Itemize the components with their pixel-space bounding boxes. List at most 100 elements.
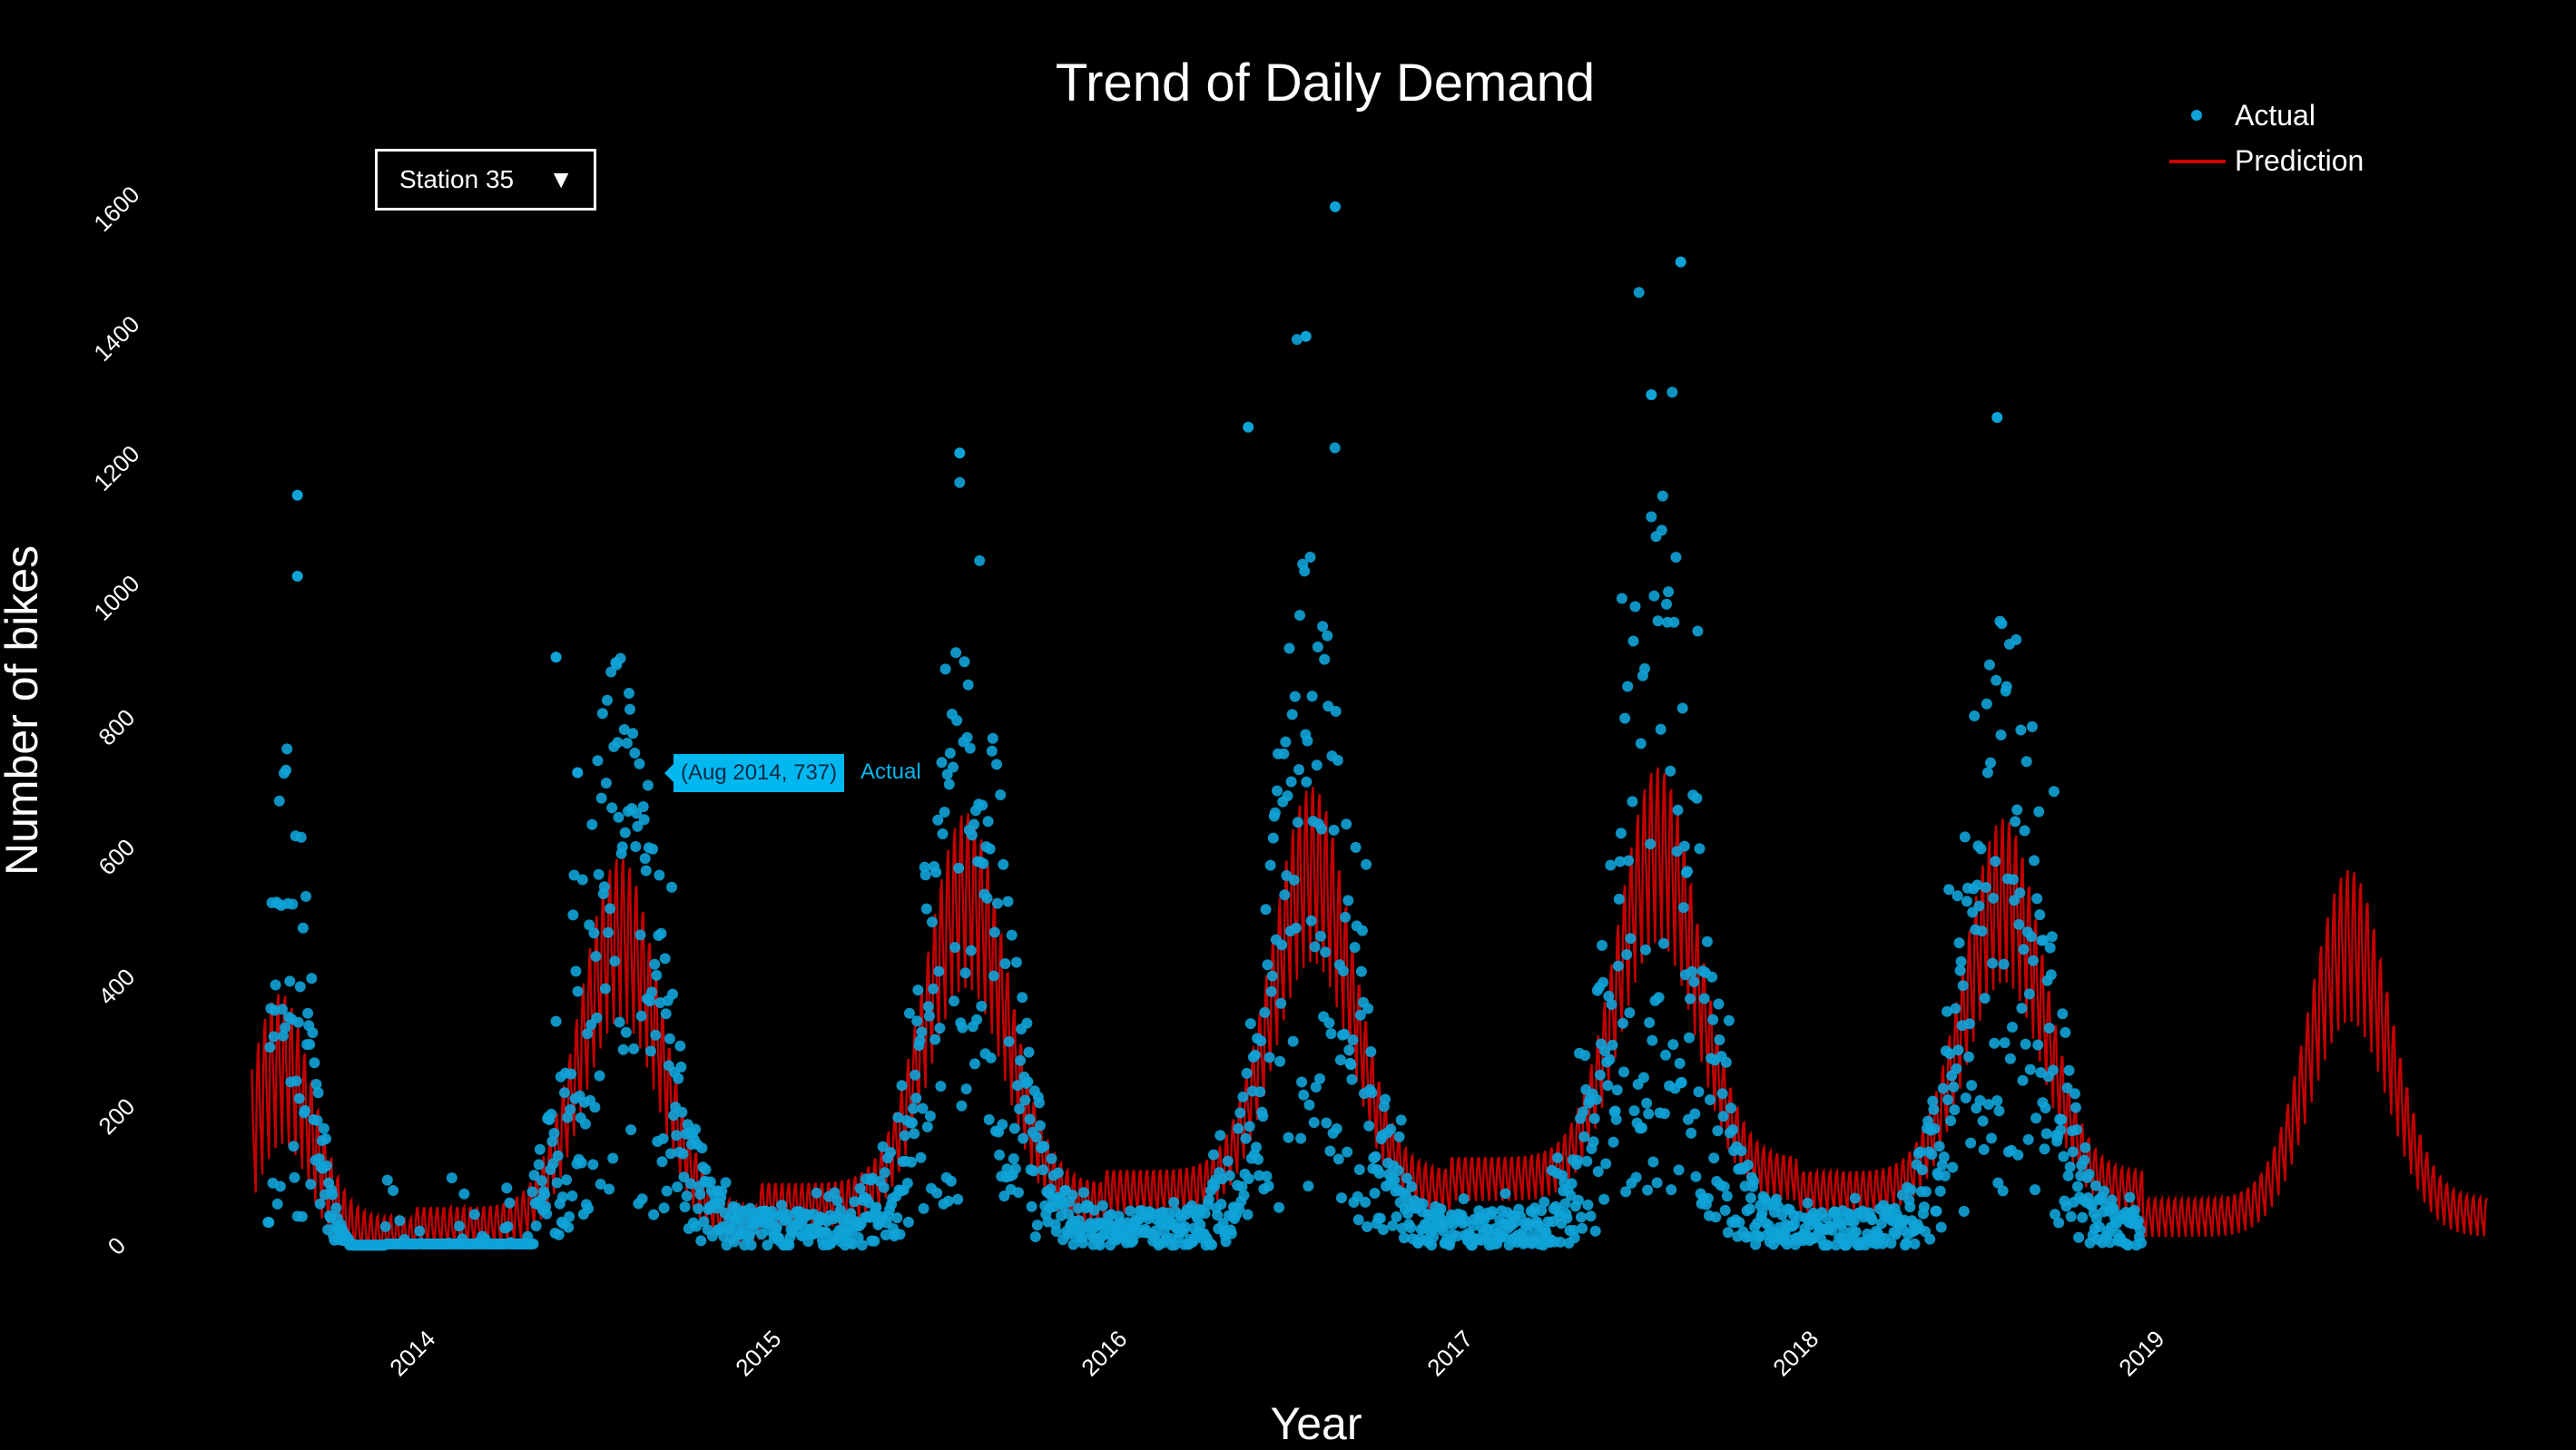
actual-point (1717, 1111, 1729, 1122)
actual-point (1214, 1130, 1226, 1141)
actual-point (2038, 935, 2050, 946)
y-tick-label: 1000 (88, 570, 144, 626)
actual-point (1773, 1200, 1785, 1212)
actual-point (1031, 1220, 1043, 1231)
actual-point (2020, 756, 2032, 768)
actual-point (1960, 1092, 1971, 1103)
actual-point (984, 843, 996, 855)
actual-point (1311, 759, 1322, 771)
actual-point (559, 1087, 570, 1099)
actual-point (1937, 1083, 1949, 1094)
actual-point (1275, 997, 1287, 1009)
actual-point (1552, 1152, 1563, 1163)
actual-point (1332, 754, 1343, 766)
actual-point (292, 1016, 304, 1028)
actual-point (1345, 1059, 1357, 1071)
actual-point (1621, 949, 1633, 960)
actual-point (468, 1209, 480, 1220)
actual-point (1339, 1028, 1351, 1040)
actual-point (1942, 1005, 1952, 1017)
actual-point (1088, 1204, 1100, 1216)
actual-point (854, 1182, 866, 1194)
actual-point (880, 1230, 891, 1240)
actual-point (1943, 884, 1955, 896)
actual-point (628, 1043, 640, 1054)
actual-point (618, 724, 630, 735)
actual-point (937, 828, 949, 839)
legend-item-actual[interactable]: Actual (2169, 93, 2364, 138)
actual-point (454, 1220, 466, 1232)
actual-point (664, 1033, 675, 1044)
actual-point (632, 820, 644, 832)
actual-point (1206, 1239, 1217, 1250)
actual-point (929, 1034, 941, 1045)
actual-point (1957, 980, 1969, 992)
actual-point (2012, 1149, 2024, 1161)
x-tick-label: 2019 (2113, 1325, 2169, 1381)
actual-point (1322, 630, 1333, 642)
actual-point (1034, 1097, 1045, 1109)
actual-point (446, 1172, 457, 1184)
actual-point (1022, 1076, 1034, 1088)
actual-point (1676, 702, 1688, 714)
actual-point (1029, 1231, 1041, 1242)
actual-point (1237, 1091, 1249, 1102)
actual-point (811, 1187, 822, 1199)
actual-point (961, 731, 973, 743)
actual-point (1594, 1069, 1606, 1081)
series-line-prediction (251, 767, 2489, 1246)
actual-point (2043, 1023, 2055, 1034)
actual-point (615, 652, 626, 664)
actual-point (1195, 1219, 1206, 1230)
actual-point (891, 1212, 903, 1224)
actual-point (1712, 1125, 1724, 1137)
actual-point (593, 868, 605, 880)
actual-point (580, 1118, 591, 1130)
actual-point (1982, 1099, 1994, 1111)
chevron-down-icon: ▼ (548, 165, 574, 193)
actual-point (1023, 1046, 1035, 1058)
actual-point (1674, 1057, 1686, 1069)
actual-point (1234, 1107, 1246, 1119)
actual-point (1981, 767, 1993, 779)
actual-point (2001, 681, 2012, 692)
actual-point (1966, 1080, 1978, 1092)
actual-point (902, 1216, 914, 1228)
actual-point (280, 1022, 291, 1034)
actual-point (1692, 625, 1704, 637)
actual-point (1619, 712, 1631, 724)
actual-point (1435, 1203, 1447, 1215)
actual-point (546, 1108, 557, 1120)
actual-point (2094, 1221, 2105, 1233)
actual-point (976, 1000, 988, 1012)
legend-marker-icon (2169, 102, 2226, 129)
actual-point (934, 1023, 946, 1034)
actual-point (671, 1130, 683, 1141)
actual-point (1263, 1181, 1274, 1192)
actual-point (1988, 892, 2000, 904)
actual-point (997, 1119, 1008, 1131)
actual-point (606, 802, 618, 814)
actual-point (878, 1181, 890, 1193)
actual-point (1665, 765, 1676, 777)
actual-point (1566, 1178, 1578, 1190)
actual-point (1866, 1214, 1878, 1226)
actual-point (2008, 874, 2019, 886)
actual-point (564, 1210, 575, 1222)
actual-point (1035, 1120, 1046, 1132)
actual-point (1642, 1184, 1654, 1196)
actual-point (1714, 1034, 1726, 1045)
actual-point (1935, 1221, 1947, 1233)
actual-point (2053, 1217, 2065, 1229)
actual-point (2062, 1170, 2074, 1181)
actual-point (1718, 1181, 1730, 1192)
station-dropdown[interactable]: Station 35 ▼ (375, 149, 596, 211)
actual-point (327, 1189, 339, 1200)
actual-point (1579, 1050, 1591, 1062)
actual-point (912, 985, 924, 996)
actual-point (939, 663, 951, 675)
actual-point (645, 1045, 656, 1057)
legend-item-prediction[interactable]: Prediction (2169, 138, 2364, 183)
actual-point (394, 1215, 406, 1227)
